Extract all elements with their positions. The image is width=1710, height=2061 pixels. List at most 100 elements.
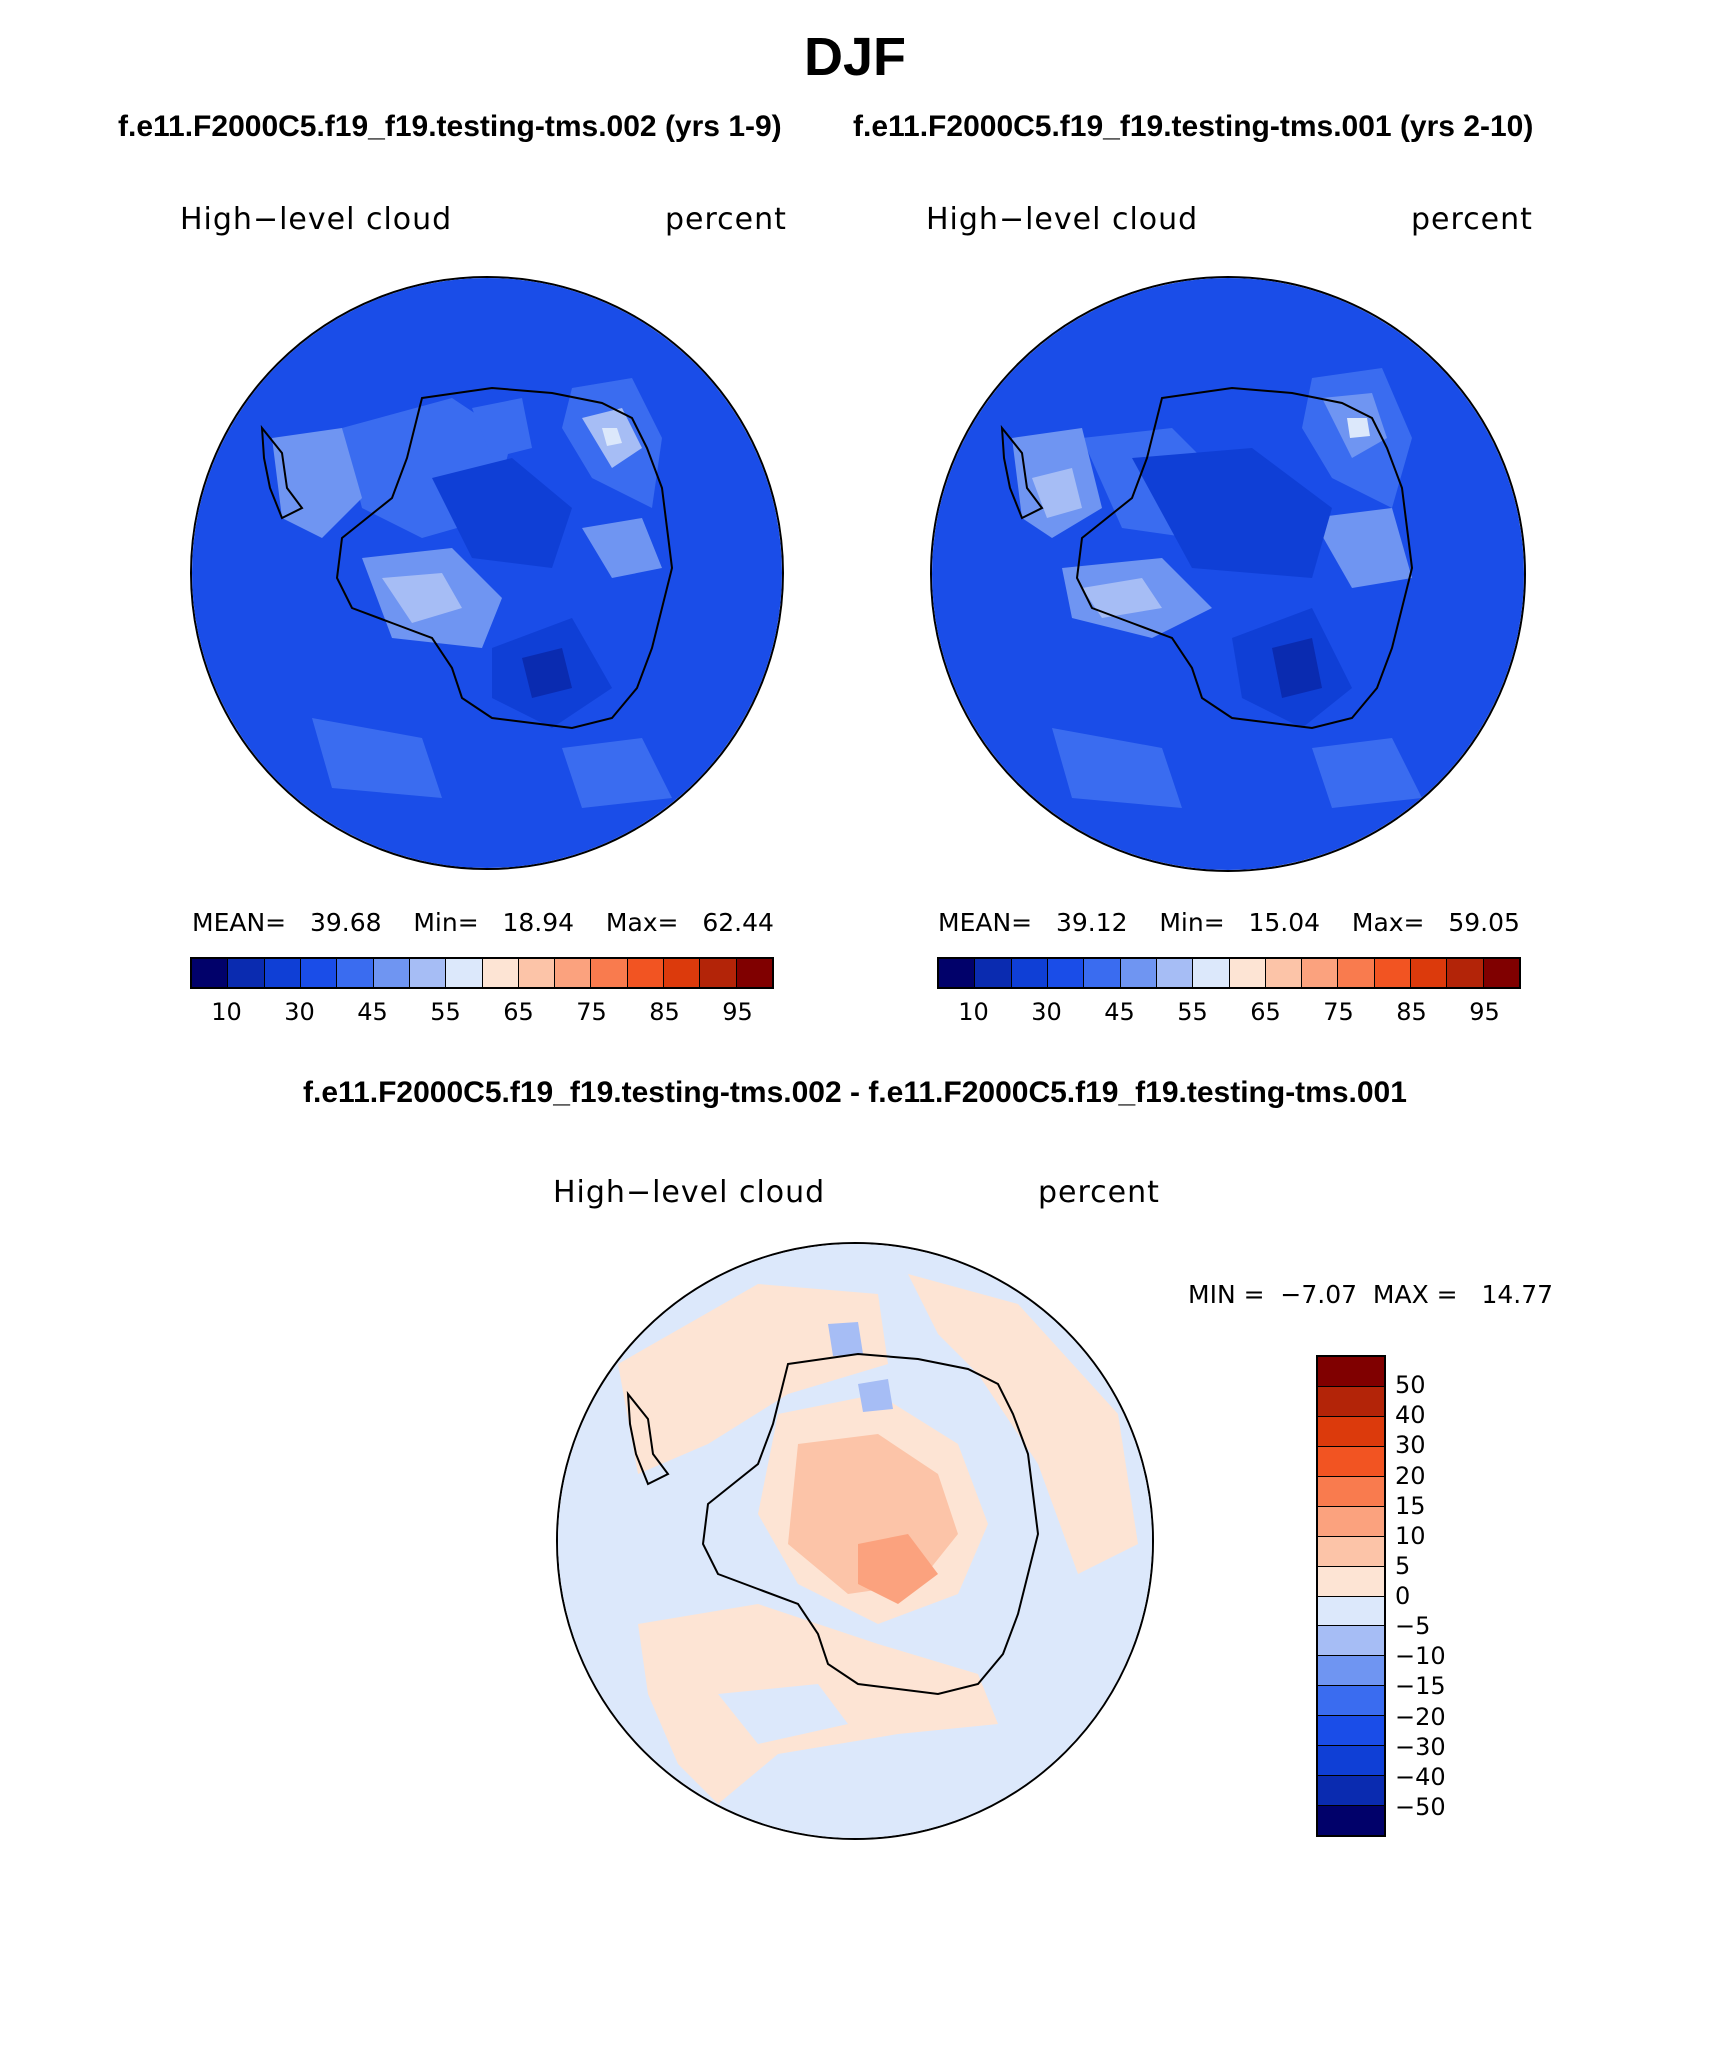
- panel1-max-label: Max=: [605, 908, 679, 937]
- panel2-colorbar-swatch: [1084, 959, 1121, 987]
- panel1-min-label: Min=: [413, 908, 479, 937]
- difference-colorbar-tick-label: −15: [1395, 1672, 1446, 1701]
- panel2-colorbar-tick-label: 10: [958, 998, 989, 1026]
- difference-colorbar-swatch: [1318, 1446, 1384, 1477]
- panel2-max-label: Max=: [1351, 908, 1425, 937]
- difference-colorbar-tick-label: −20: [1395, 1702, 1446, 1731]
- panel1-min-value: 18.94: [502, 908, 575, 937]
- panel2-colorbar-swatch: [1447, 959, 1484, 987]
- panel1-variable-label: High−level cloud: [180, 202, 453, 237]
- difference-colorbar-swatch: [1318, 1357, 1384, 1387]
- case2-title: f.e11.F2000C5.f19_f19.testing-tms.001 (y…: [853, 110, 1534, 143]
- panel1-colorbar-tick-label: 45: [357, 998, 388, 1026]
- case1-title: f.e11.F2000C5.f19_f19.testing-tms.002 (y…: [118, 110, 782, 143]
- difference-colorbar-swatch: [1318, 1806, 1384, 1835]
- difference-colorbar-tick-label: 5: [1395, 1551, 1411, 1580]
- difference-colorbar-swatch: [1318, 1746, 1384, 1777]
- panel2-units-label: percent: [1411, 202, 1533, 237]
- panel2-colorbar: [937, 957, 1521, 989]
- difference-colorbar-tick-label: 20: [1395, 1461, 1426, 1490]
- panel1-colorbar-tick-label: 75: [576, 998, 607, 1026]
- panel2-colorbar-swatch: [1011, 959, 1048, 987]
- panel1-colorbar-swatch: [300, 959, 338, 987]
- panel1-mean-value: 39.68: [309, 908, 382, 937]
- difference-colorbar-swatch: [1318, 1686, 1384, 1717]
- panel1-polar-map: [190, 276, 784, 870]
- panel2-colorbar-swatch: [1047, 959, 1085, 987]
- panel2-colorbar-swatch: [1374, 959, 1412, 987]
- panel1-mean-label: MEAN=: [192, 908, 287, 937]
- panel1-colorbar-tick-label: 55: [430, 998, 461, 1026]
- panel1-colorbar: [190, 957, 774, 989]
- panel2-polar-map: [930, 276, 1526, 872]
- panel1-max-value: 62.44: [702, 908, 774, 937]
- difference-colorbar-swatch: [1318, 1776, 1384, 1807]
- panel2-colorbar-swatch: [1411, 959, 1448, 987]
- panel1-colorbar-tick-label: 85: [649, 998, 680, 1026]
- panel2-colorbar-tick-label: 55: [1177, 998, 1208, 1026]
- panel2-mean-label: MEAN=: [938, 908, 1033, 937]
- panel2-colorbar-swatch: [975, 959, 1012, 987]
- panel2-colorbar-tick-label: 95: [1469, 998, 1500, 1026]
- difference-colorbar-tick-label: 40: [1395, 1401, 1426, 1430]
- panel2-mean-value: 39.12: [1055, 908, 1128, 937]
- diff-units-label: percent: [1038, 1175, 1160, 1210]
- panel2-colorbar-tick-label: 75: [1323, 998, 1354, 1026]
- difference-colorbar-tick-label: 30: [1395, 1431, 1426, 1460]
- panel1-colorbar-swatch: [664, 959, 701, 987]
- panel2-colorbar-swatch: [1193, 959, 1230, 987]
- panel2-colorbar-ticks: 10 30 45 55 65 75 85 95: [937, 1000, 1521, 1030]
- difference-colorbar-swatch: [1318, 1506, 1384, 1537]
- panel1-colorbar-swatch: [192, 959, 229, 987]
- difference-colorbar-swatch: [1318, 1536, 1384, 1567]
- panel2-colorbar-swatch: [1120, 959, 1157, 987]
- difference-colorbar-tick-label: −30: [1395, 1732, 1446, 1761]
- panel2-colorbar-swatch: [1265, 959, 1303, 987]
- panel1-colorbar-swatch: [264, 959, 301, 987]
- difference-colorbar-swatch: [1318, 1386, 1384, 1417]
- panel2-colorbar-swatch: [1483, 959, 1519, 987]
- panel2-stats: MEAN= 39.12 Min= 15.04 Max= 59.05: [938, 910, 1520, 935]
- panel1-colorbar-swatch: [228, 959, 265, 987]
- panel2-min-label: Min=: [1159, 908, 1225, 937]
- difference-colorbar-swatch: [1318, 1476, 1384, 1507]
- panel2-variable-label: High−level cloud: [926, 202, 1199, 237]
- panel2-colorbar-tick-label: 45: [1104, 998, 1135, 1026]
- difference-colorbar-tick-label: −10: [1395, 1642, 1446, 1671]
- panel1-colorbar-swatch: [373, 959, 410, 987]
- difference-title: f.e11.F2000C5.f19_f19.testing-tms.002 - …: [303, 1076, 1407, 1109]
- panel2-colorbar-swatch: [1338, 959, 1375, 987]
- panel2-colorbar-tick-label: 30: [1031, 998, 1062, 1026]
- panel2-min-value: 15.04: [1248, 908, 1321, 937]
- figure-title: DJF: [803, 27, 906, 87]
- panel1-colorbar-swatch: [555, 959, 592, 987]
- difference-colorbar-tick-label: 0: [1395, 1582, 1411, 1610]
- panel1-units-label: percent: [665, 202, 787, 237]
- difference-colorbar-tick-label: −40: [1395, 1762, 1446, 1791]
- panel1-colorbar-tick-label: 95: [722, 998, 753, 1026]
- panel1-colorbar-swatch: [482, 959, 519, 987]
- panel2-max-value: 59.05: [1448, 908, 1520, 937]
- panel1-colorbar-swatch: [736, 959, 772, 987]
- difference-colorbar-swatch: [1318, 1716, 1384, 1747]
- panel1-stats: MEAN= 39.68 Min= 18.94 Max= 62.44: [192, 910, 774, 935]
- panel1-colorbar-swatch: [591, 959, 628, 987]
- difference-colorbar-swatch: [1318, 1596, 1384, 1627]
- panel1-colorbar-tick-label: 10: [211, 998, 242, 1026]
- panel2-colorbar-swatch: [939, 959, 976, 987]
- panel2-colorbar-tick-label: 65: [1250, 998, 1281, 1026]
- diff-min-max: MIN = −7.07 MAX = 14.77: [1188, 1280, 1554, 1309]
- panel1-colorbar-swatch: [627, 959, 665, 987]
- panel2-colorbar-swatch: [1156, 959, 1194, 987]
- panel1-colorbar-swatch: [700, 959, 737, 987]
- panel1-colorbar-swatch: [518, 959, 556, 987]
- difference-colorbar-swatch: [1318, 1416, 1384, 1447]
- difference-colorbar-ticks: 50 40 30 20 15 10 5 0 −5 −10 −15 −20 −30 −40 −50: [1395, 1355, 1475, 1837]
- panel1-colorbar-swatch: [337, 959, 374, 987]
- difference-colorbar-tick-label: 10: [1395, 1521, 1426, 1550]
- panel1-colorbar-ticks: 10 30 45 55 65 75 85 95: [190, 1000, 774, 1030]
- difference-colorbar-tick-label: 50: [1395, 1371, 1426, 1400]
- difference-colorbar: [1316, 1355, 1386, 1837]
- difference-colorbar-tick-label: −50: [1395, 1792, 1446, 1821]
- panel1-colorbar-swatch: [409, 959, 447, 987]
